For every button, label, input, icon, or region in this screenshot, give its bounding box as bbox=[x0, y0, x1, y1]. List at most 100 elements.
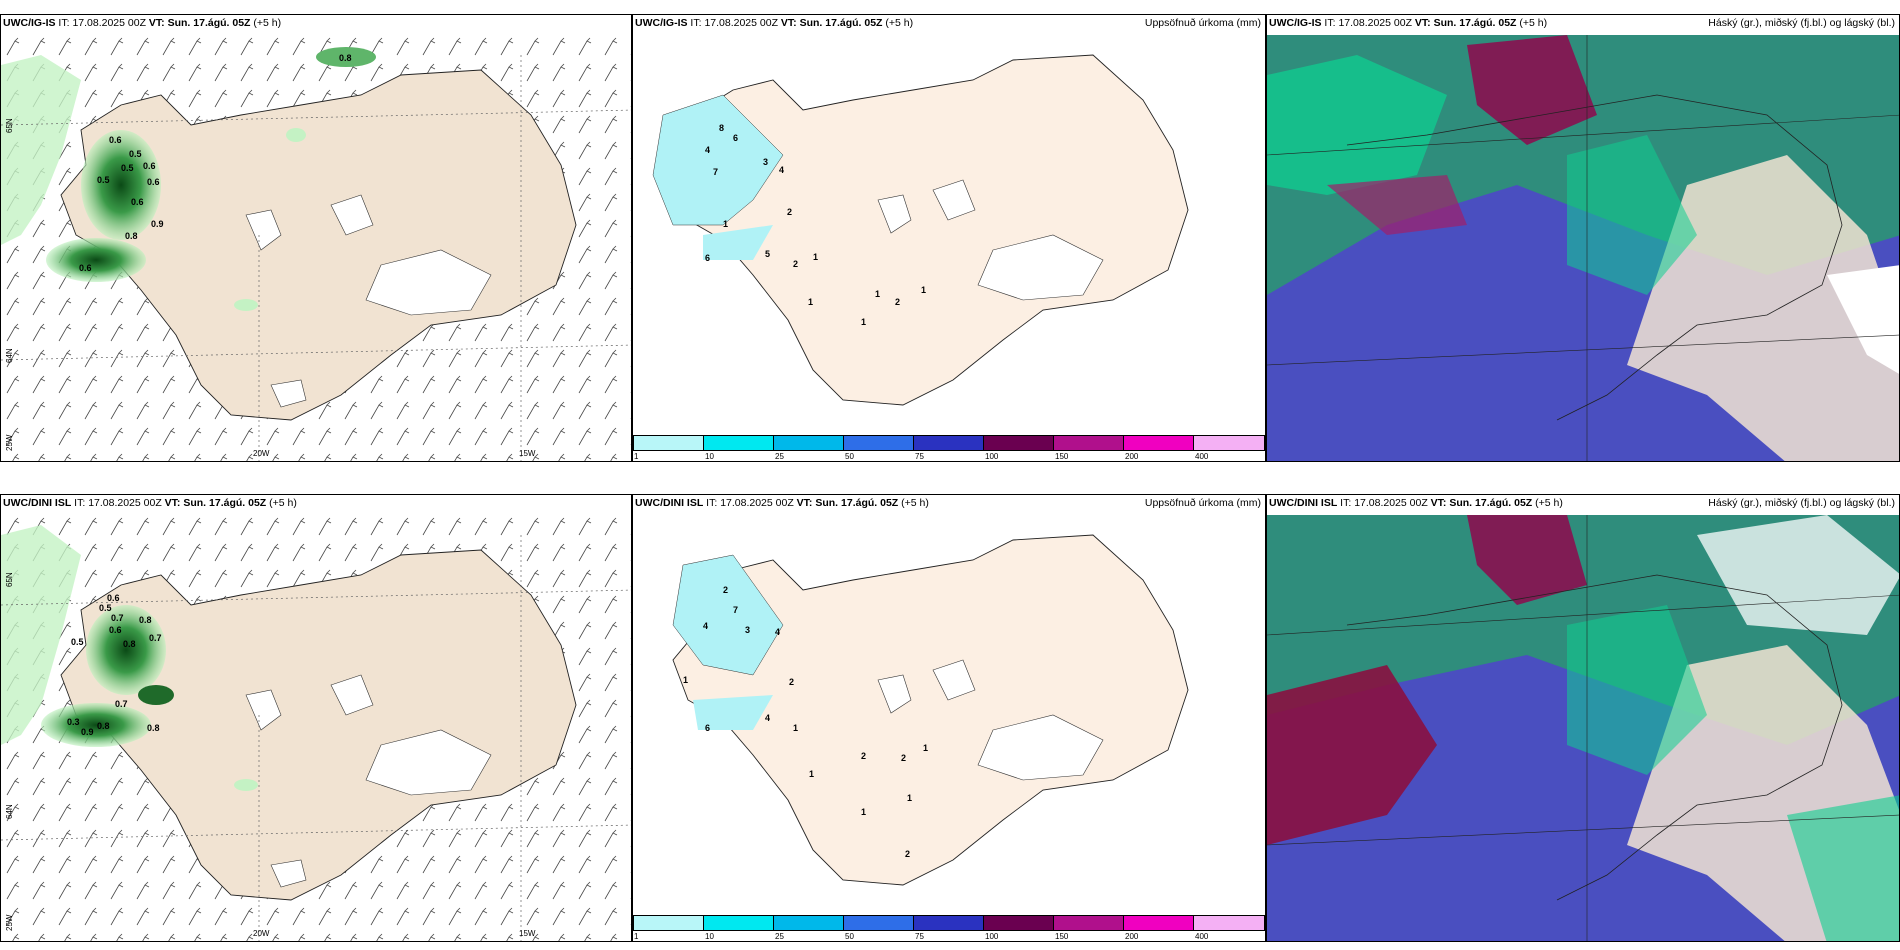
precip-value: 4 bbox=[703, 621, 708, 631]
colorbar-segment bbox=[703, 435, 774, 451]
wind-value: 0.8 bbox=[339, 53, 352, 63]
precip-value: 4 bbox=[775, 627, 780, 637]
wind-map: 0.6 0.5 0.7 0.6 0.8 0.5 0.8 0.7 0.7 0.8 … bbox=[1, 515, 631, 941]
precip-value: 1 bbox=[861, 317, 866, 327]
precip-value: 3 bbox=[745, 625, 750, 635]
colorbar-label: 200 bbox=[1125, 932, 1139, 941]
lon-label-left: 25W bbox=[5, 914, 14, 931]
wind-value: 0.8 bbox=[97, 721, 110, 731]
precip-value: 8 bbox=[719, 123, 724, 133]
wind-panel-row1: UWC/IG-IS IT: 17.08.2025 00Z VT: Sun. 17… bbox=[0, 14, 632, 462]
panel-header: UWC/IG-IS IT: 17.08.2025 00Z VT: Sun. 17… bbox=[635, 17, 914, 29]
precip-value: 1 bbox=[809, 769, 814, 779]
precip-title: Uppsöfnuð úrkoma (mm) bbox=[1144, 497, 1261, 509]
colorbar-segment bbox=[1123, 915, 1194, 931]
colorbar-label: 100 bbox=[985, 932, 999, 941]
precip-value: 2 bbox=[861, 751, 866, 761]
colorbar-segment bbox=[983, 915, 1054, 931]
wind-panel-row2: UWC/DINI ISL IT: 17.08.2025 00Z VT: Sun.… bbox=[0, 494, 632, 942]
colorbar-segment bbox=[913, 435, 984, 451]
colorbar-label: 150 bbox=[1055, 932, 1069, 941]
colorbar-segment bbox=[633, 915, 704, 931]
colorbar-label: 400 bbox=[1195, 932, 1209, 941]
panel-header: UWC/IG-IS IT: 17.08.2025 00Z VT: Sun. 17… bbox=[3, 17, 282, 29]
cloud-panel-row1: UWC/IG-IS IT: 17.08.2025 00Z VT: Sun. 17… bbox=[1266, 14, 1900, 462]
precip-value: 6 bbox=[733, 133, 738, 143]
wind-value: 0.8 bbox=[125, 231, 138, 241]
lon-label-right: 15W bbox=[519, 449, 536, 458]
colorbar-segment bbox=[1193, 435, 1265, 451]
colorbar-label: 1 bbox=[634, 932, 639, 941]
colorbar-label: 400 bbox=[1195, 452, 1209, 461]
colorbar-label: 25 bbox=[775, 932, 784, 941]
precip-value: 1 bbox=[683, 675, 688, 685]
wind-map: 0.8 0.6 0.5 0.6 0.5 0.5 0.6 0.6 0.9 0.8 … bbox=[1, 35, 631, 461]
wind-value: 0.7 bbox=[115, 699, 128, 709]
precip-panel-row1: UWC/IG-IS IT: 17.08.2025 00Z VT: Sun. 17… bbox=[632, 14, 1266, 462]
panel-header: UWC/DINI ISL IT: 17.08.2025 00Z VT: Sun.… bbox=[635, 497, 929, 509]
precip-title: Uppsöfnuð úrkoma (mm) bbox=[1144, 17, 1261, 29]
wind-value: 0.6 bbox=[107, 593, 120, 603]
colorbar-segment bbox=[633, 435, 704, 451]
wind-value: 0.5 bbox=[71, 637, 84, 647]
precip-value: 6 bbox=[705, 253, 710, 263]
colorbar-segment bbox=[773, 435, 844, 451]
panel-header: UWC/DINI ISL IT: 17.08.2025 00Z VT: Sun.… bbox=[1269, 497, 1563, 509]
wind-value: 0.9 bbox=[81, 727, 94, 737]
precip-value: 3 bbox=[763, 157, 768, 167]
colorbar-segment bbox=[703, 915, 774, 931]
wind-value: 0.6 bbox=[143, 161, 156, 171]
precip-value: 1 bbox=[923, 743, 928, 753]
precip-value: 1 bbox=[921, 285, 926, 295]
precip-value: 2 bbox=[723, 585, 728, 595]
wind-value: 0.7 bbox=[149, 633, 162, 643]
colorbar-label: 200 bbox=[1125, 452, 1139, 461]
colorbar-segment bbox=[1053, 435, 1124, 451]
wind-value: 0.5 bbox=[129, 149, 142, 159]
panel-header: UWC/DINI ISL IT: 17.08.2025 00Z VT: Sun.… bbox=[3, 497, 297, 509]
colorbar-label: 10 bbox=[705, 932, 714, 941]
lon-label-mid: 20W bbox=[253, 929, 270, 938]
wind-value: 0.3 bbox=[67, 717, 80, 727]
precip-value: 2 bbox=[905, 849, 910, 859]
colorbar-segment bbox=[843, 915, 914, 931]
cloud-map bbox=[1267, 515, 1899, 941]
precip-value: 1 bbox=[861, 807, 866, 817]
wind-value: 0.9 bbox=[151, 219, 164, 229]
wind-value: 0.8 bbox=[139, 615, 152, 625]
wind-value: 0.6 bbox=[147, 177, 160, 187]
wind-value: 0.6 bbox=[79, 263, 92, 273]
cloud-map bbox=[1267, 35, 1899, 461]
lat-label-top: 65N bbox=[5, 572, 14, 587]
precip-panel-row2: UWC/DINI ISL IT: 17.08.2025 00Z VT: Sun.… bbox=[632, 494, 1266, 942]
colorbar-label: 50 bbox=[845, 452, 854, 461]
panel-header: UWC/IG-IS IT: 17.08.2025 00Z VT: Sun. 17… bbox=[1269, 17, 1548, 29]
colorbar-label: 1 bbox=[634, 452, 639, 461]
colorbar-segment bbox=[1053, 915, 1124, 931]
wind-value: 0.8 bbox=[123, 639, 136, 649]
precip-map: 2 7 4 4 3 1 2 4 6 1 2 2 1 1 1 2 1 bbox=[672, 534, 1189, 886]
colorbar-label: 75 bbox=[915, 932, 924, 941]
wind-value: 0.6 bbox=[109, 135, 122, 145]
wind-value: 0.5 bbox=[97, 175, 110, 185]
colorbar-label: 75 bbox=[915, 452, 924, 461]
colorbar-label: 50 bbox=[845, 932, 854, 941]
cloud-title: Háský (gr.), miðský (fj.bl.) og lágský (… bbox=[1708, 17, 1895, 29]
precip-value: 1 bbox=[808, 297, 813, 307]
lat-label-bottom: 64N bbox=[5, 348, 14, 363]
precip-map: 4 8 6 3 7 4 2 1 6 5 2 1 1 2 1 1 1 bbox=[652, 54, 1189, 406]
precip-value: 2 bbox=[789, 677, 794, 687]
precip-value: 1 bbox=[723, 219, 728, 229]
precip-colorbar: 1 10 25 50 75 100 150 200 400 bbox=[633, 435, 1265, 461]
wind-value: 0.6 bbox=[109, 625, 122, 635]
colorbar-segment bbox=[773, 915, 844, 931]
precip-value: 2 bbox=[793, 259, 798, 269]
precip-value: 4 bbox=[705, 145, 710, 155]
precip-value: 4 bbox=[765, 713, 770, 723]
precip-value: 2 bbox=[787, 207, 792, 217]
iceland-land bbox=[672, 54, 1189, 406]
colorbar-label: 100 bbox=[985, 452, 999, 461]
wind-value: 0.8 bbox=[147, 723, 160, 733]
precip-value: 5 bbox=[765, 249, 770, 259]
wind-value: 0.6 bbox=[131, 197, 144, 207]
